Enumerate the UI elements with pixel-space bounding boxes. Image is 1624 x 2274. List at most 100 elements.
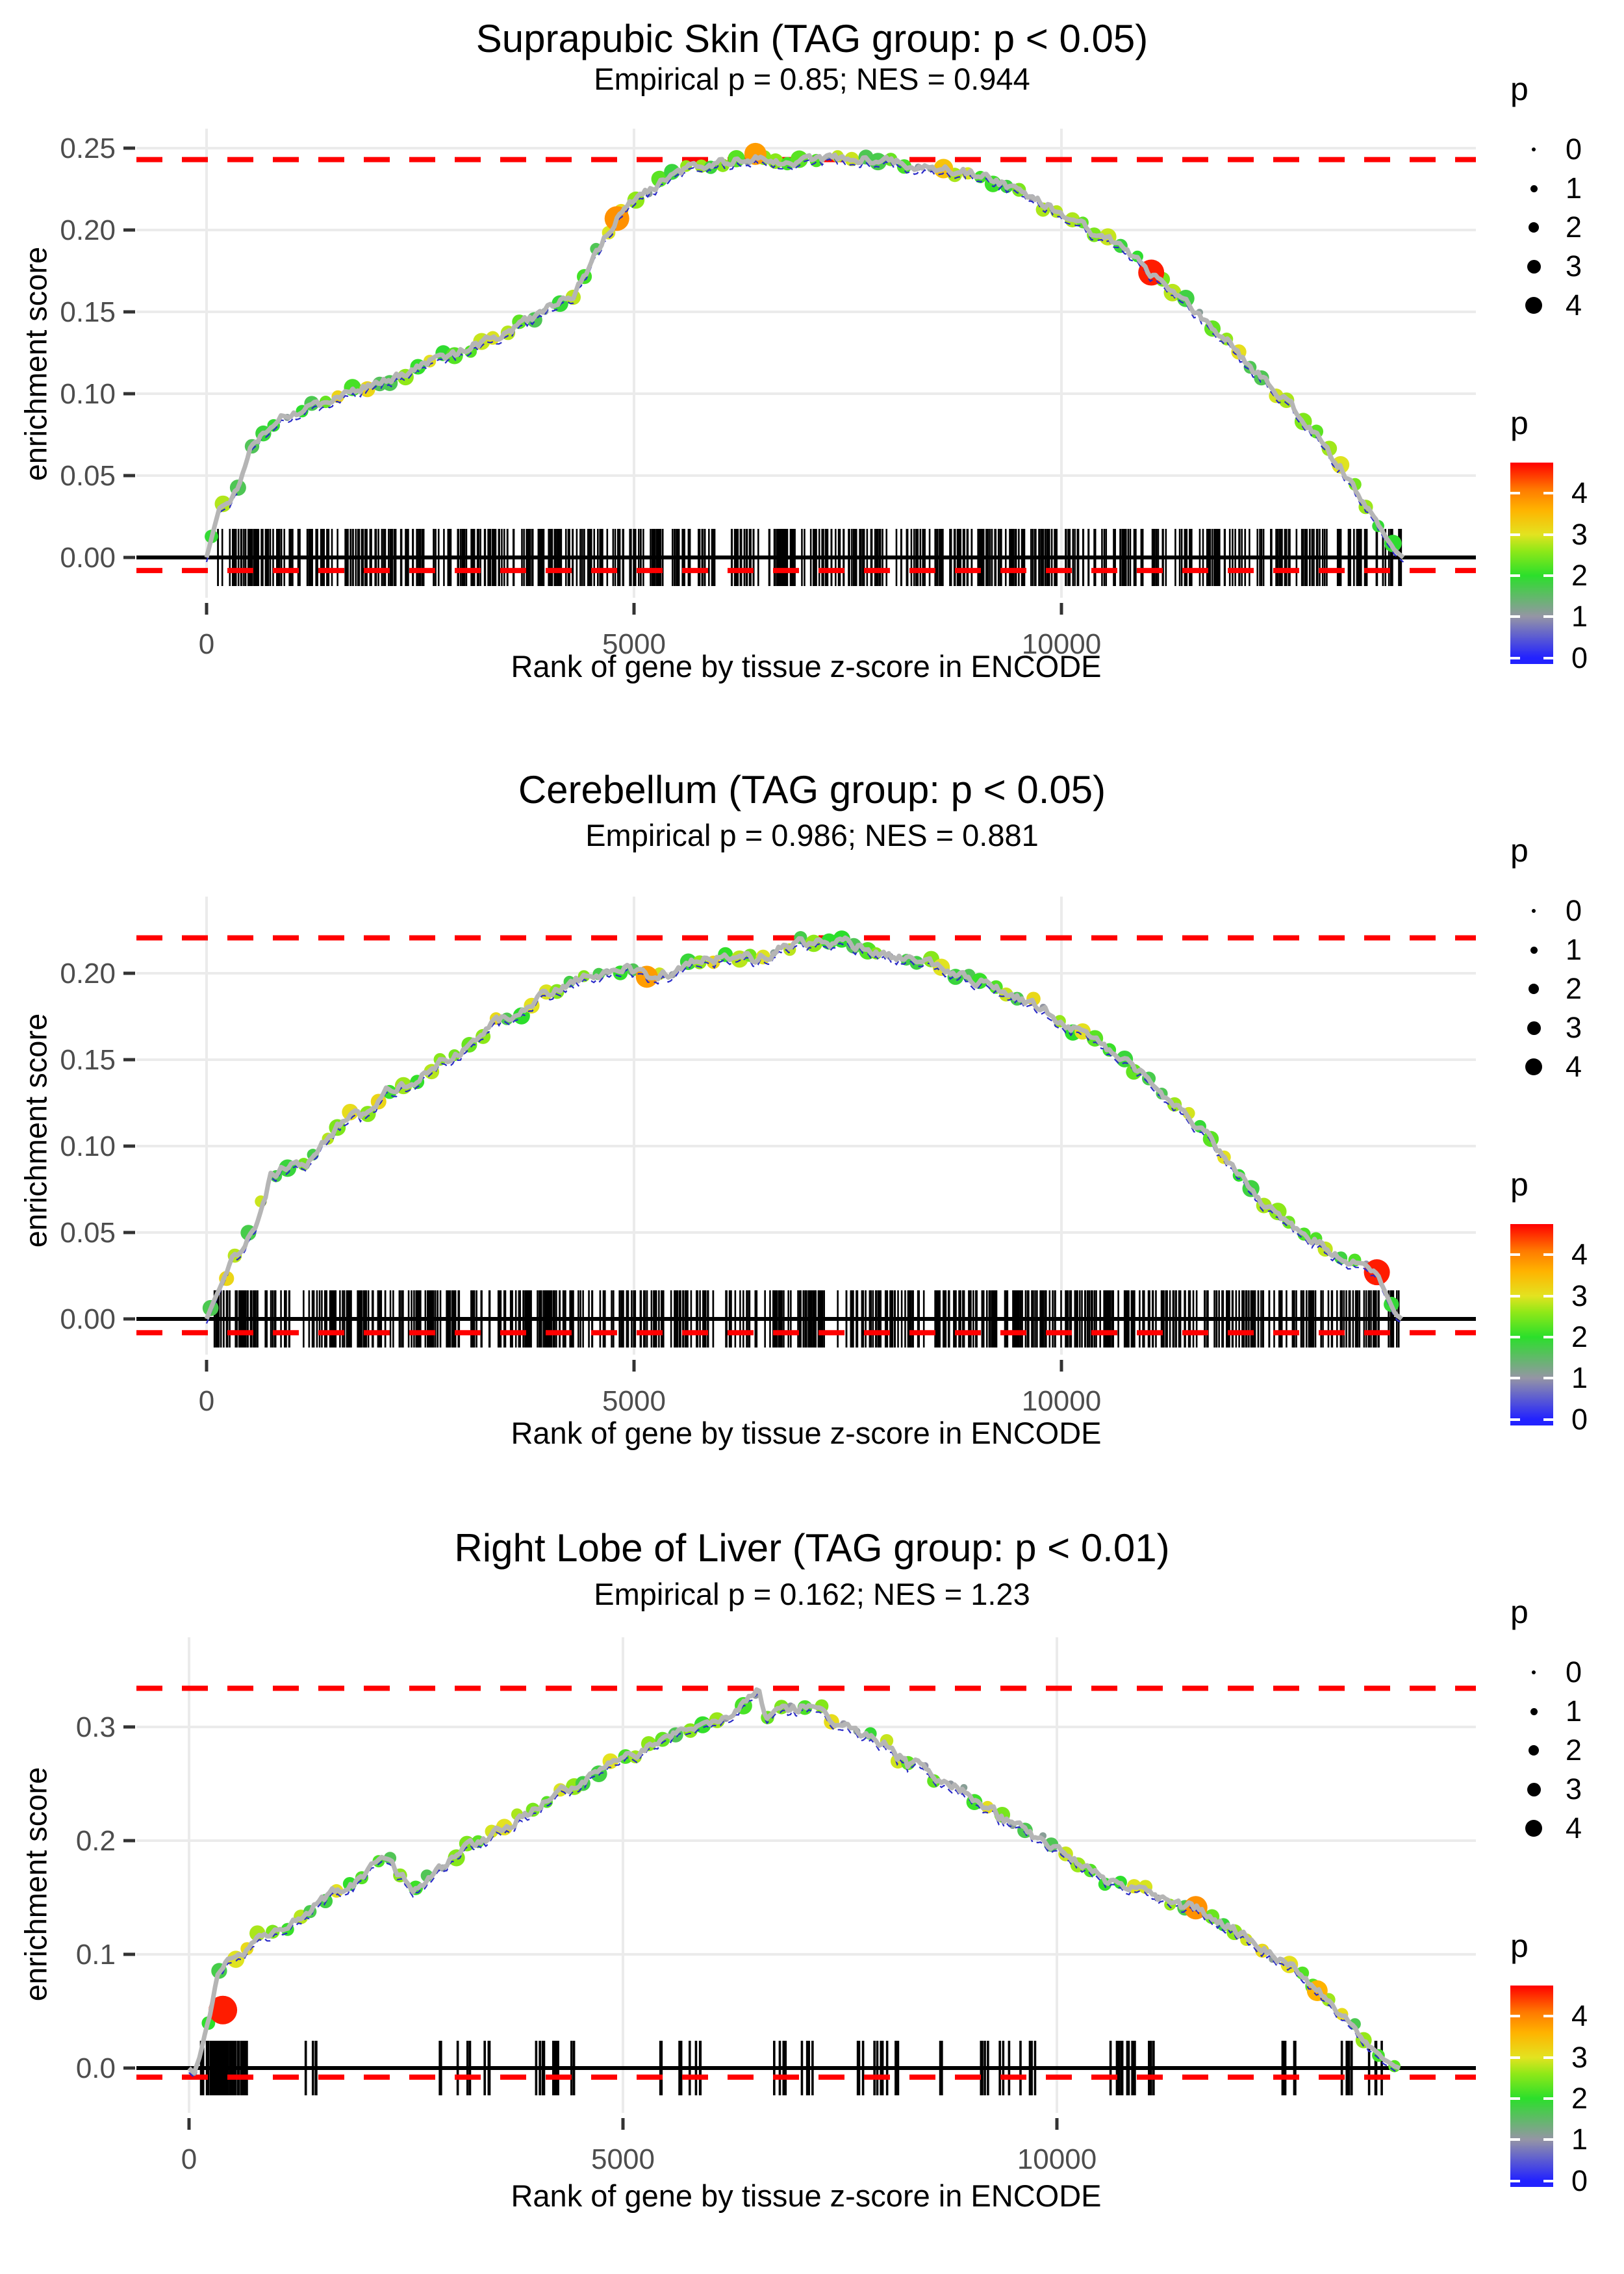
size-legend: 0 1 2 3 4 — [1514, 130, 1618, 325]
es-curve-line — [204, 935, 1403, 1321]
color-legend-title: p — [1510, 1166, 1529, 1203]
y-axis-title: enrichment score — [18, 246, 53, 481]
color-legend-tick — [1510, 2097, 1520, 2100]
color-legend-label: 2 — [1571, 2081, 1588, 2115]
color-legend-tick — [1510, 1253, 1520, 1257]
size-legend-dot — [1527, 1782, 1541, 1796]
color-legend-tick — [1543, 1418, 1553, 1421]
y-tick-label: 0.05 — [60, 460, 116, 492]
size-legend-entry: 2 — [1514, 969, 1618, 1008]
x-tick-label: 5000 — [602, 1385, 666, 1417]
size-legend-entry: 1 — [1514, 930, 1618, 969]
color-legend-title: p — [1510, 1928, 1529, 1964]
color-legend-tick — [1543, 2097, 1553, 2100]
color-legend-label: 4 — [1571, 1999, 1588, 2033]
highlight-points — [635, 965, 1390, 1286]
panel-subtitle: Empirical p = 0.85; NES = 0.944 — [594, 62, 1030, 96]
size-legend-dot — [1532, 147, 1536, 151]
color-legend-tick — [1543, 2179, 1553, 2182]
size-legend-dot — [1530, 946, 1538, 954]
panel-subtitle: Empirical p = 0.162; NES = 1.23 — [594, 1577, 1030, 1611]
color-gradient-bar — [1510, 1224, 1553, 1425]
es-curve-dots — [202, 930, 1399, 1316]
color-legend-tick — [1510, 2179, 1520, 2182]
color-legend-tick — [1543, 2056, 1553, 2059]
color-legend-label: 0 — [1571, 2164, 1588, 2197]
gridlines — [136, 129, 1476, 598]
x-tick-label: 10000 — [1022, 628, 1101, 660]
axes: 0.20 0.15 0.10 0.05 0.00 0 5000 10000 — [60, 958, 1101, 1417]
size-legend-label: 0 — [1566, 1655, 1582, 1689]
x-axis-title: Rank of gene by tissue z-score in ENCODE — [511, 2178, 1102, 2213]
size-legend-entry: 3 — [1514, 1008, 1618, 1047]
color-legend-label: 1 — [1571, 600, 1588, 633]
size-legend-entry: 4 — [1514, 1047, 1618, 1086]
color-legend-tick — [1543, 615, 1553, 619]
color-legend-tick — [1543, 533, 1553, 536]
size-legend-label: 1 — [1566, 172, 1582, 205]
y-tick-label: 0.25 — [60, 133, 116, 164]
panel-title: Suprapubic Skin (TAG group: p < 0.05) — [476, 17, 1148, 60]
size-legend-label: 3 — [1566, 249, 1582, 283]
size-legend-label: 0 — [1566, 894, 1582, 927]
size-legend-entry: 1 — [1514, 169, 1618, 208]
null-curve-line — [205, 941, 1402, 1324]
null-curve-line — [205, 158, 1404, 563]
y-tick-label: 0.10 — [60, 378, 116, 410]
color-legend-label: 0 — [1571, 1402, 1588, 1436]
color-legend-title: p — [1510, 405, 1529, 441]
size-legend-entry: 3 — [1514, 1770, 1618, 1809]
size-legend-dot — [1532, 909, 1536, 913]
size-legend-dot — [1530, 185, 1538, 192]
size-legend-dot — [1525, 1058, 1542, 1075]
size-legend-label: 3 — [1566, 1011, 1582, 1044]
size-legend-label: 2 — [1566, 972, 1582, 1005]
color-legend-tick — [1510, 2056, 1520, 2059]
x-tick-label: 10000 — [1022, 1385, 1101, 1417]
es-curve-line — [187, 1687, 1401, 2075]
color-legend-tick — [1510, 1335, 1520, 1338]
color-legend-label: 0 — [1571, 641, 1588, 674]
size-legend-entry: 2 — [1514, 208, 1618, 247]
null-curve-line — [188, 1693, 1401, 2078]
size-legend-dot — [1532, 1670, 1536, 1674]
color-legend-label: 2 — [1571, 558, 1588, 592]
size-legend-label: 2 — [1566, 1733, 1582, 1767]
size-legend-title: p — [1510, 71, 1529, 107]
panel-subtitle: Empirical p = 0.986; NES = 0.881 — [585, 818, 1039, 852]
y-axis-title: enrichment score — [18, 1013, 53, 1248]
size-legend-entry: 4 — [1514, 286, 1618, 325]
color-legend-tick — [1510, 1294, 1520, 1297]
size-legend-label: 4 — [1566, 1811, 1582, 1845]
y-tick-label: 0.0 — [76, 2052, 116, 2084]
color-gradient-bar — [1510, 1986, 1553, 2187]
size-legend-entry: 1 — [1514, 1692, 1618, 1731]
gene-rug — [213, 1290, 1400, 1348]
x-axis-title: Rank of gene by tissue z-score in ENCODE — [511, 649, 1102, 683]
size-legend-label: 4 — [1566, 1050, 1582, 1083]
x-tick-label: 5000 — [602, 628, 666, 660]
size-legend-entry: 4 — [1514, 1809, 1618, 1848]
size-legend-dot — [1529, 1745, 1539, 1756]
size-legend-dot — [1529, 984, 1539, 994]
color-legend-label: 1 — [1571, 1361, 1588, 1395]
panel-title: Cerebellum (TAG group: p < 0.05) — [518, 768, 1106, 811]
size-legend-label: 0 — [1566, 133, 1582, 166]
x-tick-label: 0 — [181, 2143, 197, 2175]
es-curve-dots — [205, 149, 1402, 552]
color-legend-tick — [1543, 574, 1553, 577]
color-legend-label: 3 — [1571, 1279, 1588, 1312]
size-legend-dot — [1525, 1820, 1542, 1837]
y-tick-label: 0.05 — [60, 1217, 116, 1249]
color-legend-tick — [1543, 1294, 1553, 1297]
color-legend-tick — [1510, 615, 1520, 619]
size-legend-label: 3 — [1566, 1772, 1582, 1806]
x-tick-label: 0 — [199, 628, 214, 660]
x-tick-label: 0 — [199, 1385, 214, 1417]
size-legend-label: 4 — [1566, 288, 1582, 322]
color-legend-tick — [1510, 1377, 1520, 1380]
y-axis-title: enrichment score — [18, 1767, 53, 2002]
x-tick-label: 5000 — [591, 2143, 655, 2175]
size-legend-title: p — [1510, 1594, 1529, 1630]
